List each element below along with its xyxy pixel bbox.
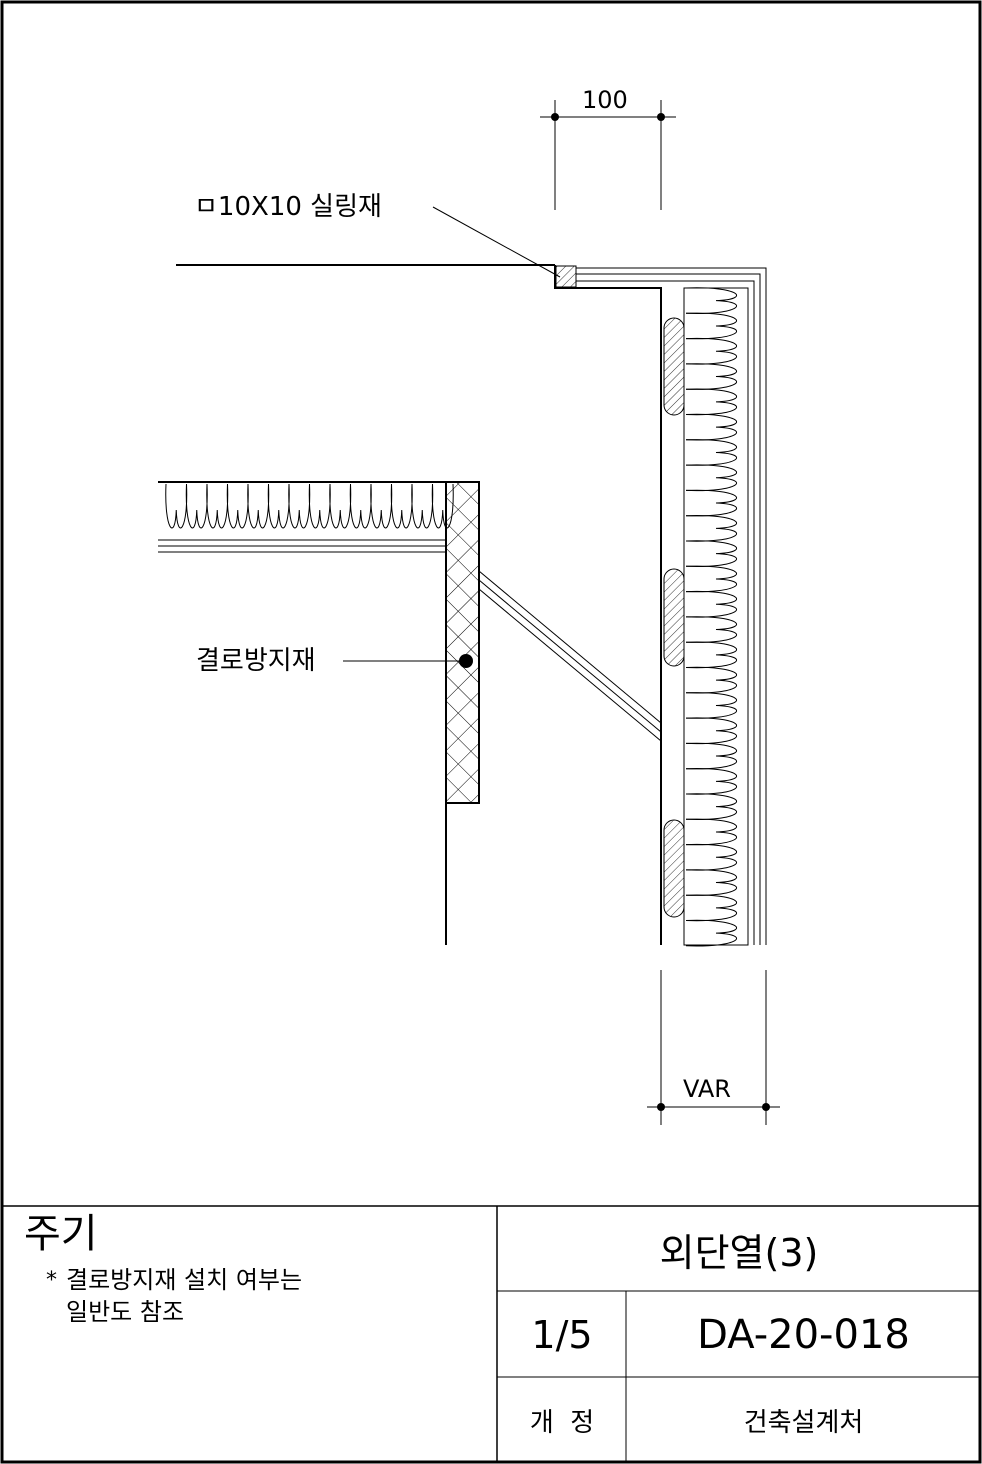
dimension-100-label: 100	[582, 86, 628, 114]
sealant-leader	[432, 206, 561, 278]
dimension-100	[540, 100, 676, 210]
wall-insulation	[683, 287, 749, 947]
sealant-block	[555, 265, 577, 288]
drawing-title: 외단열(3)	[659, 1230, 819, 1275]
notes-line-2: 일반도 참조	[66, 1298, 185, 1326]
sealant-callout: ㅁ10X10 실링재	[194, 192, 382, 222]
notes-line-1: 결로방지재 설치 여부는	[66, 1266, 303, 1294]
revision-label: 개 정	[529, 1407, 595, 1438]
dimension-var	[647, 970, 780, 1125]
exterior-cladding	[576, 267, 767, 945]
vapor-barrier-callout: 결로방지재	[196, 646, 316, 676]
adhesive-dabs	[663, 317, 685, 918]
title-block-frame	[2, 1205, 980, 1462]
vapor-barrier-column	[445, 481, 480, 945]
ceiling-slab-outline	[176, 264, 662, 945]
drawing-scale: 1/5	[531, 1312, 593, 1357]
department-name: 건축설계처	[743, 1407, 864, 1438]
drawing-number: DA-20-018	[697, 1311, 910, 1358]
dimension-var-label: VAR	[683, 1075, 731, 1103]
notes-heading: 주기	[24, 1211, 98, 1257]
notes-marker: *	[46, 1268, 57, 1293]
bracket	[478, 570, 662, 742]
slab-insulation	[158, 481, 454, 553]
